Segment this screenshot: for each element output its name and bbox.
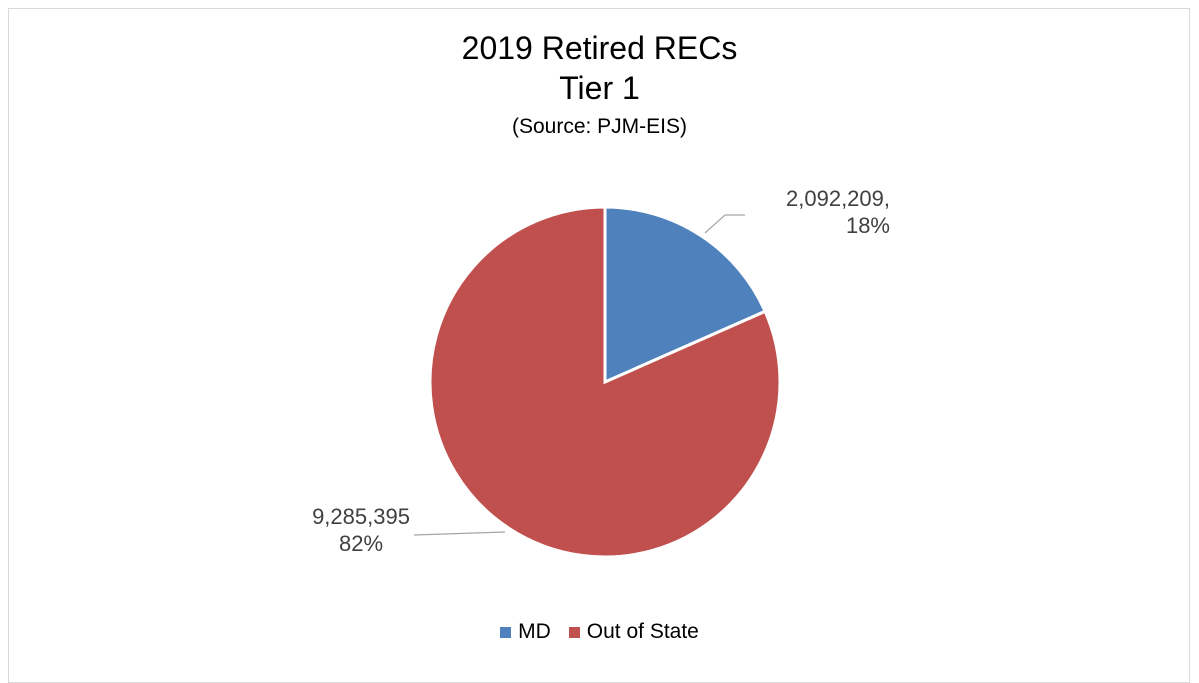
chart-title: 2019 Retired RECs [461, 30, 738, 66]
chart-subtitle: Tier 1 [559, 70, 640, 106]
leader-line-md [704, 214, 745, 234]
legend-item-out-of-state: Out of State [568, 620, 699, 644]
data-label-out-of-state-value: 9,285,395 [312, 504, 410, 529]
leader-line-out-of-state [413, 531, 506, 536]
data-label-md: 2,092,209, 18% [730, 185, 890, 239]
pie-slice-md [603, 205, 768, 385]
data-label-md-value: 2,092,209, [786, 186, 890, 211]
legend-swatch-md [500, 626, 512, 638]
data-label-md-percent: 18% [845, 213, 890, 238]
pie-slice-out-of-state [428, 205, 782, 559]
legend-swatch-out-of-state [568, 626, 580, 638]
chart-source-note: (Source: PJM-EIS) [511, 115, 688, 138]
data-label-out-of-state: 9,285,395 82% [306, 503, 416, 557]
data-label-out-of-state-percent: 82% [338, 531, 384, 556]
legend: MD Out of State [0, 620, 1199, 644]
legend-label-md: MD [518, 620, 551, 643]
legend-item-md: MD [500, 620, 551, 644]
legend-label-out-of-state: Out of State [586, 620, 699, 643]
